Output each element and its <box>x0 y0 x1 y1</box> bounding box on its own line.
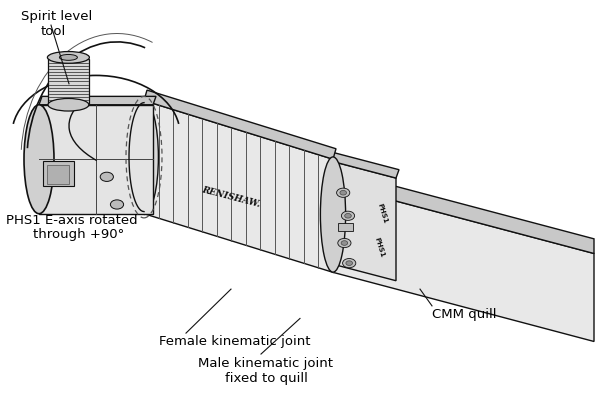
Ellipse shape <box>346 261 353 266</box>
Text: Male kinematic joint: Male kinematic joint <box>198 357 333 370</box>
Text: PHS1 E-axis rotated: PHS1 E-axis rotated <box>6 214 137 227</box>
Polygon shape <box>333 170 594 253</box>
Polygon shape <box>324 151 399 178</box>
Text: RENISHAW.: RENISHAW. <box>201 185 261 209</box>
FancyBboxPatch shape <box>43 161 74 186</box>
Ellipse shape <box>130 101 158 214</box>
Ellipse shape <box>110 200 124 209</box>
Ellipse shape <box>59 54 77 60</box>
Ellipse shape <box>320 157 346 272</box>
Ellipse shape <box>338 238 351 248</box>
Polygon shape <box>144 101 333 272</box>
Polygon shape <box>324 159 396 281</box>
Text: tool: tool <box>41 25 66 38</box>
Polygon shape <box>144 90 336 159</box>
Ellipse shape <box>24 105 54 214</box>
Ellipse shape <box>344 214 352 218</box>
Ellipse shape <box>48 98 89 111</box>
FancyBboxPatch shape <box>338 223 353 231</box>
Ellipse shape <box>340 190 347 195</box>
Ellipse shape <box>341 211 355 220</box>
Polygon shape <box>39 105 153 214</box>
Text: CMM quill: CMM quill <box>432 308 497 321</box>
Polygon shape <box>48 59 89 105</box>
FancyBboxPatch shape <box>47 165 69 184</box>
Text: Female kinematic joint: Female kinematic joint <box>159 335 311 348</box>
Ellipse shape <box>47 52 89 63</box>
Ellipse shape <box>343 259 356 268</box>
Polygon shape <box>333 184 594 341</box>
Text: fixed to quill: fixed to quill <box>225 372 308 385</box>
Text: through +90°: through +90° <box>33 228 124 241</box>
Polygon shape <box>39 96 156 105</box>
Ellipse shape <box>337 188 350 197</box>
Text: PHS1: PHS1 <box>373 236 385 258</box>
Ellipse shape <box>341 241 348 245</box>
Text: PHS1: PHS1 <box>377 203 389 225</box>
Ellipse shape <box>100 172 113 181</box>
Text: Spirit level: Spirit level <box>21 10 92 23</box>
